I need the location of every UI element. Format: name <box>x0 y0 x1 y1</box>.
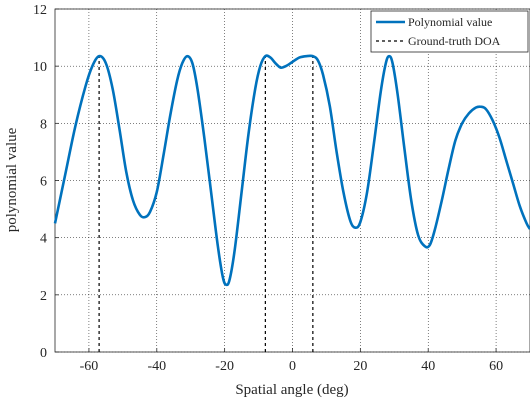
x-tick-label: 40 <box>421 359 435 374</box>
legend: Polynomial value Ground-truth DOA <box>370 10 529 53</box>
x-tick-label: 20 <box>353 359 367 374</box>
x-axis-label: Spatial angle (deg) <box>235 382 348 398</box>
x-tick-label: 0 <box>289 359 296 374</box>
legend-label-doa: Ground-truth DOA <box>408 34 501 48</box>
y-tick-label: 6 <box>40 175 47 190</box>
x-tick-label: 60 <box>489 359 503 374</box>
polynomial-curve <box>53 54 530 287</box>
doa-lines <box>98 56 314 352</box>
legend-label-polynomial: Polynomial value <box>408 15 492 29</box>
x-tick-label: -40 <box>147 359 166 374</box>
y-axis: 0 2 4 6 8 10 12 <box>33 3 59 361</box>
legend-box <box>370 10 529 53</box>
y-tick-label: 2 <box>40 289 47 304</box>
y-tick-label: 12 <box>33 3 47 18</box>
y-tick-label: 4 <box>40 232 47 247</box>
x-axis: -60 -40 -20 0 20 40 60 <box>80 348 503 374</box>
y-axis-label: polynomial value <box>4 127 20 232</box>
x-tick-label: -60 <box>80 359 99 374</box>
y-tick-label: 10 <box>33 60 47 75</box>
y-tick-label: 0 <box>40 346 47 361</box>
x-tick-label: -20 <box>215 359 234 374</box>
y-tick-label: 8 <box>40 117 47 132</box>
